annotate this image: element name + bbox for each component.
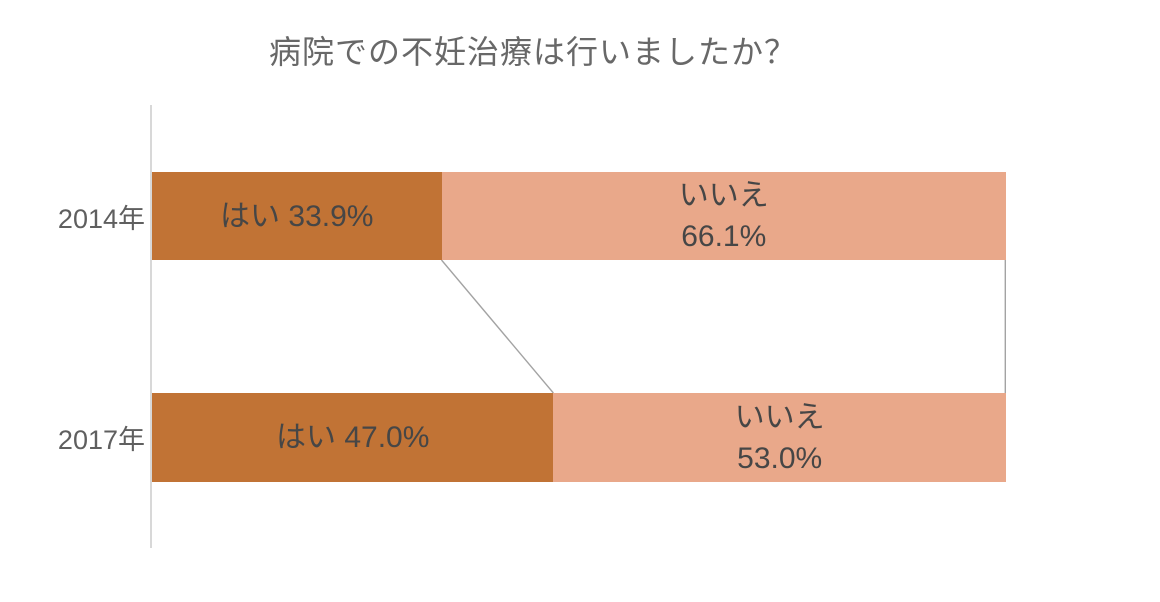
bar-row-2017: はい 47.0% いいえ 53.0%: [152, 393, 1006, 482]
bar-segment-no: いいえ 53.0%: [553, 393, 1006, 482]
bar-segment-yes: はい 33.9%: [152, 172, 442, 260]
segment-label-yes: はい 33.9%: [220, 199, 374, 233]
series-connector-lines: [440, 260, 1006, 393]
segment-label-no-line2: 53.0%: [737, 441, 823, 475]
chart-title: 病院での不妊治療は行いましたか？: [268, 34, 797, 70]
category-label-2014: 2014年: [57, 203, 145, 234]
segment-label-no-line2: 66.1%: [681, 220, 767, 253]
y-axis-line: [150, 105, 152, 548]
segment-label-no-line1: いいえ: [734, 400, 825, 434]
bar-row-2014: はい 33.9% いいえ 66.1%: [152, 172, 1006, 260]
bar-segment-no: いいえ 66.1%: [441, 172, 1006, 260]
category-label-2017: 2017年: [57, 425, 145, 455]
bar-segment-yes: はい 47.0%: [152, 393, 554, 482]
segment-label-yes: はい 47.0%: [275, 421, 430, 454]
segment-label-no-line1: いいえ: [678, 179, 769, 212]
